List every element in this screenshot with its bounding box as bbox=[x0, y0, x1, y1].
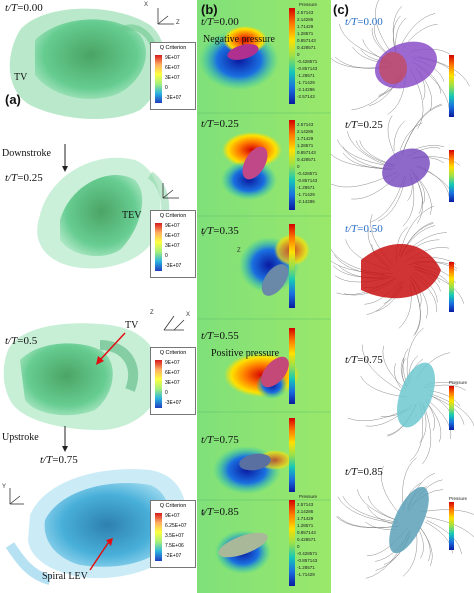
streamline bbox=[357, 489, 397, 521]
panel-a: (a) t/T=0.00 t/T=0.25 t/T=0.5 t/T=0.75 T… bbox=[0, 0, 197, 593]
a-time-label-2: t/T=0.25 bbox=[5, 172, 43, 184]
streamline bbox=[375, 0, 392, 53]
streamline bbox=[361, 344, 404, 393]
b-time-label-4: t/T=0.55 bbox=[201, 330, 239, 342]
streamline bbox=[421, 509, 474, 515]
c-pressure-legend-4: Pressure bbox=[449, 380, 473, 432]
axis-label-z-a3: Z bbox=[150, 310, 154, 316]
b-time-label-3: t/T=0.35 bbox=[201, 225, 239, 237]
panel-a-vortex-renderings bbox=[3, 8, 187, 585]
annotation-tv-2: TV bbox=[125, 320, 139, 331]
annotation-upstroke: Upstroke bbox=[2, 432, 39, 443]
c-pressure-legend-1 bbox=[449, 55, 473, 125]
panel-c: (c) t/T=0.00 t/T=0.25 t/T=0.50 t/T=0.75 … bbox=[331, 0, 474, 593]
b-axis-y-6: Y bbox=[201, 512, 206, 518]
axis-triad-a3 bbox=[163, 315, 185, 331]
axis-label-z-a1: Z bbox=[176, 20, 180, 26]
streamline bbox=[342, 496, 399, 523]
axis-triad-a1 bbox=[157, 8, 174, 25]
annotation-spiral-lev: Spiral LEV bbox=[42, 571, 88, 582]
b-axis-z: Z bbox=[237, 248, 241, 254]
lev-arrow bbox=[89, 539, 111, 571]
c-time-label-2: t/T=0.25 bbox=[345, 119, 383, 131]
streamline bbox=[337, 496, 397, 524]
axis-label-x-a1: X bbox=[144, 2, 149, 8]
q-criterion-legend-4: Q Criterion 9E+07 6.25E+07 3.5E+07 7.5E+… bbox=[150, 500, 196, 568]
panel-b-pressure-contours bbox=[197, 0, 331, 593]
c-time-label-4: t/T=0.75 bbox=[345, 354, 383, 366]
c-pressure-legend-3 bbox=[449, 262, 473, 318]
panel-label-b: (b) bbox=[201, 2, 218, 17]
c-pressure-legend-2 bbox=[449, 150, 473, 208]
streamline bbox=[393, 120, 405, 151]
vortex-frame-4 bbox=[5, 469, 187, 585]
tv-arrow bbox=[99, 332, 126, 361]
c-time-label-1: t/T=0.00 bbox=[345, 16, 383, 28]
pressure-legend-4 bbox=[289, 326, 331, 408]
axis-triad-a2 bbox=[162, 183, 179, 199]
streamline bbox=[399, 122, 423, 151]
vortex-frame-2 bbox=[37, 157, 170, 269]
b-time-label-2: t/T=0.25 bbox=[201, 118, 239, 130]
pressure-legend-5 bbox=[289, 416, 331, 496]
streamline bbox=[367, 506, 393, 525]
annotation-positive-pressure: Positive pressure bbox=[211, 348, 280, 359]
panel-label-a: (a) bbox=[5, 92, 21, 107]
b-time-label-6: t/T=0.85 bbox=[201, 506, 239, 518]
streamline bbox=[424, 521, 453, 554]
streamline bbox=[406, 327, 424, 380]
a-time-label-1: t/T=0.00 bbox=[5, 2, 43, 14]
streamline bbox=[402, 104, 443, 154]
q-criterion-legend-3: Q Criterion 9E+07 6E+07 3E+07 0 -3E+07 bbox=[150, 347, 196, 415]
annotation-downstroke: Downstroke bbox=[2, 148, 51, 159]
streamline bbox=[400, 13, 436, 46]
pressure-legend-2: 2.57143 2.14286 1.71429 1.28571 0.857143… bbox=[289, 118, 331, 214]
axis-label-x-a3: X bbox=[186, 312, 191, 318]
pressure-legend-3 bbox=[289, 222, 331, 314]
streamline bbox=[419, 526, 433, 566]
b-axis-y: Y bbox=[201, 232, 206, 238]
a-time-label-4: t/T=0.75 bbox=[40, 454, 78, 466]
axis-label-y-a4: Y bbox=[2, 484, 7, 490]
pressure-legend-6: Pressure 2.57143 2.14286 1.71429 1.28571… bbox=[289, 494, 331, 590]
a-time-label-3: t/T=0.5 bbox=[5, 335, 38, 347]
panel-label-c: (c) bbox=[333, 2, 349, 17]
vortex-frame-3 bbox=[3, 323, 160, 430]
vortex-frame-1 bbox=[9, 8, 165, 120]
pressure-legend-1: Pressure 2.57143 2.14286 1.71429 1.28571… bbox=[289, 2, 331, 110]
b-time-label-5: t/T=0.75 bbox=[201, 434, 239, 446]
c-time-label-5: t/T=0.85 bbox=[345, 466, 383, 478]
streamline bbox=[422, 404, 432, 465]
b-time-label-1: t/T=0.00 bbox=[201, 16, 239, 28]
axis-triad-a4 bbox=[9, 488, 24, 505]
q-criterion-legend-1: Q Criterion 9E+07 6E+07 3E+07 0 -3E+07 bbox=[150, 42, 196, 110]
streamline bbox=[337, 515, 399, 528]
streamline bbox=[394, 363, 401, 388]
annotation-negative-pressure: Negative pressure bbox=[203, 34, 275, 45]
annotation-tv-1: TV bbox=[14, 72, 28, 83]
streamline bbox=[367, 495, 397, 521]
panel-b: (b) t/T=0.00 Negative pressure t/T=0.25 … bbox=[197, 0, 331, 593]
streamline bbox=[381, 465, 400, 514]
annotation-tev: TEV bbox=[122, 210, 142, 221]
streamline bbox=[424, 516, 474, 538]
c-pressure-legend-5: Pressure bbox=[449, 496, 473, 552]
q-criterion-legend-2: Q Criterion 9E+07 6E+07 3E+07 0 -3E+07 bbox=[150, 210, 196, 278]
streamline bbox=[419, 526, 431, 562]
streamline bbox=[347, 131, 386, 166]
c-time-label-3: t/T=0.50 bbox=[345, 223, 383, 235]
streamline bbox=[402, 533, 418, 577]
